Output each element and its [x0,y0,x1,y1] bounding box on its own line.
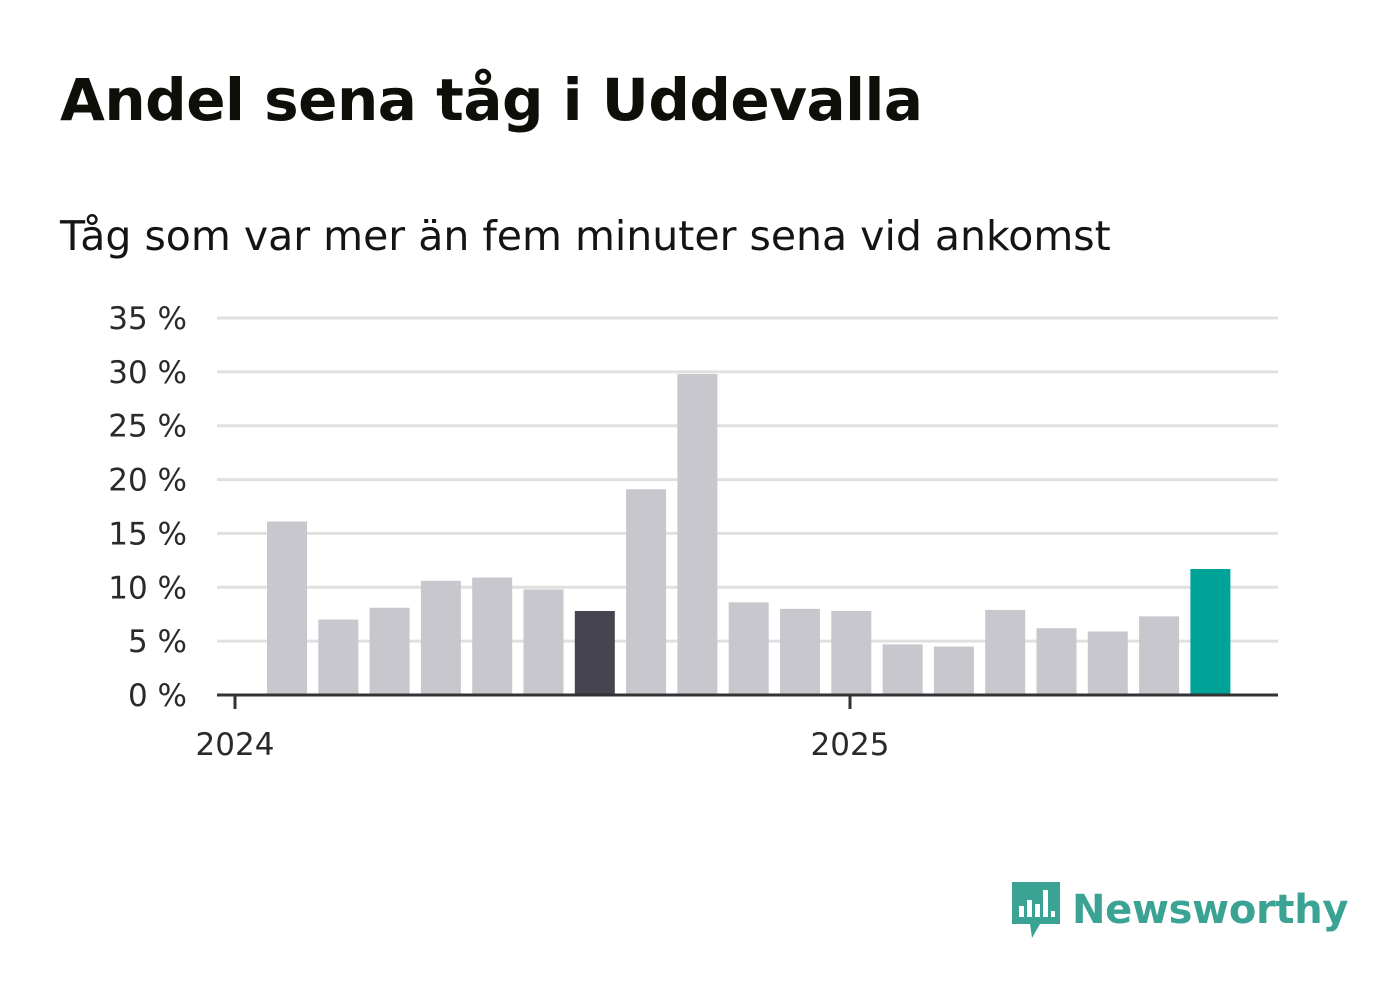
bar [831,610,872,695]
bar [420,580,461,695]
chart-title: Andel sena tåg i Uddevalla [60,66,923,134]
bar [728,602,769,695]
bar [267,521,307,695]
bar [472,577,513,695]
bar [1139,616,1180,695]
bar [626,489,667,695]
x-tick-label: 2025 [811,727,890,763]
newsworthy-logo: Newsworthy [1010,879,1349,941]
y-tick-label: 30 % [108,355,187,391]
x-tick-label: 2024 [196,727,275,763]
y-tick-label: 5 % [128,624,187,660]
bars [267,374,1231,695]
y-tick-label: 35 % [108,301,187,337]
bar [933,646,974,695]
grid-lines [217,316,1278,643]
bar [780,608,820,695]
y-tick-label: 0 % [128,678,187,714]
bar [369,607,410,695]
bar [882,644,923,695]
newsworthy-logo-text: Newsworthy [1072,887,1349,933]
y-tick-label: 10 % [108,570,187,606]
bar [677,374,718,695]
bar [985,609,1026,695]
y-tick-label: 20 % [108,463,187,499]
bar [1190,568,1231,695]
chart-subtitle: Tåg som var mer än fem minuter sena vid … [60,212,1111,260]
newsworthy-logo-icon [1012,882,1060,938]
bar [574,610,615,695]
bar [1036,628,1077,695]
bar [318,619,359,695]
y-axis-tick-labels: 0 % 5 % 10 % 15 % 20 % 25 % 30 % 35 % [108,301,187,714]
bar [1087,631,1128,695]
bar [523,589,564,695]
x-axis: 2024 2025 [196,693,1278,763]
y-tick-label: 15 % [108,516,187,552]
y-tick-label: 25 % [108,409,187,445]
